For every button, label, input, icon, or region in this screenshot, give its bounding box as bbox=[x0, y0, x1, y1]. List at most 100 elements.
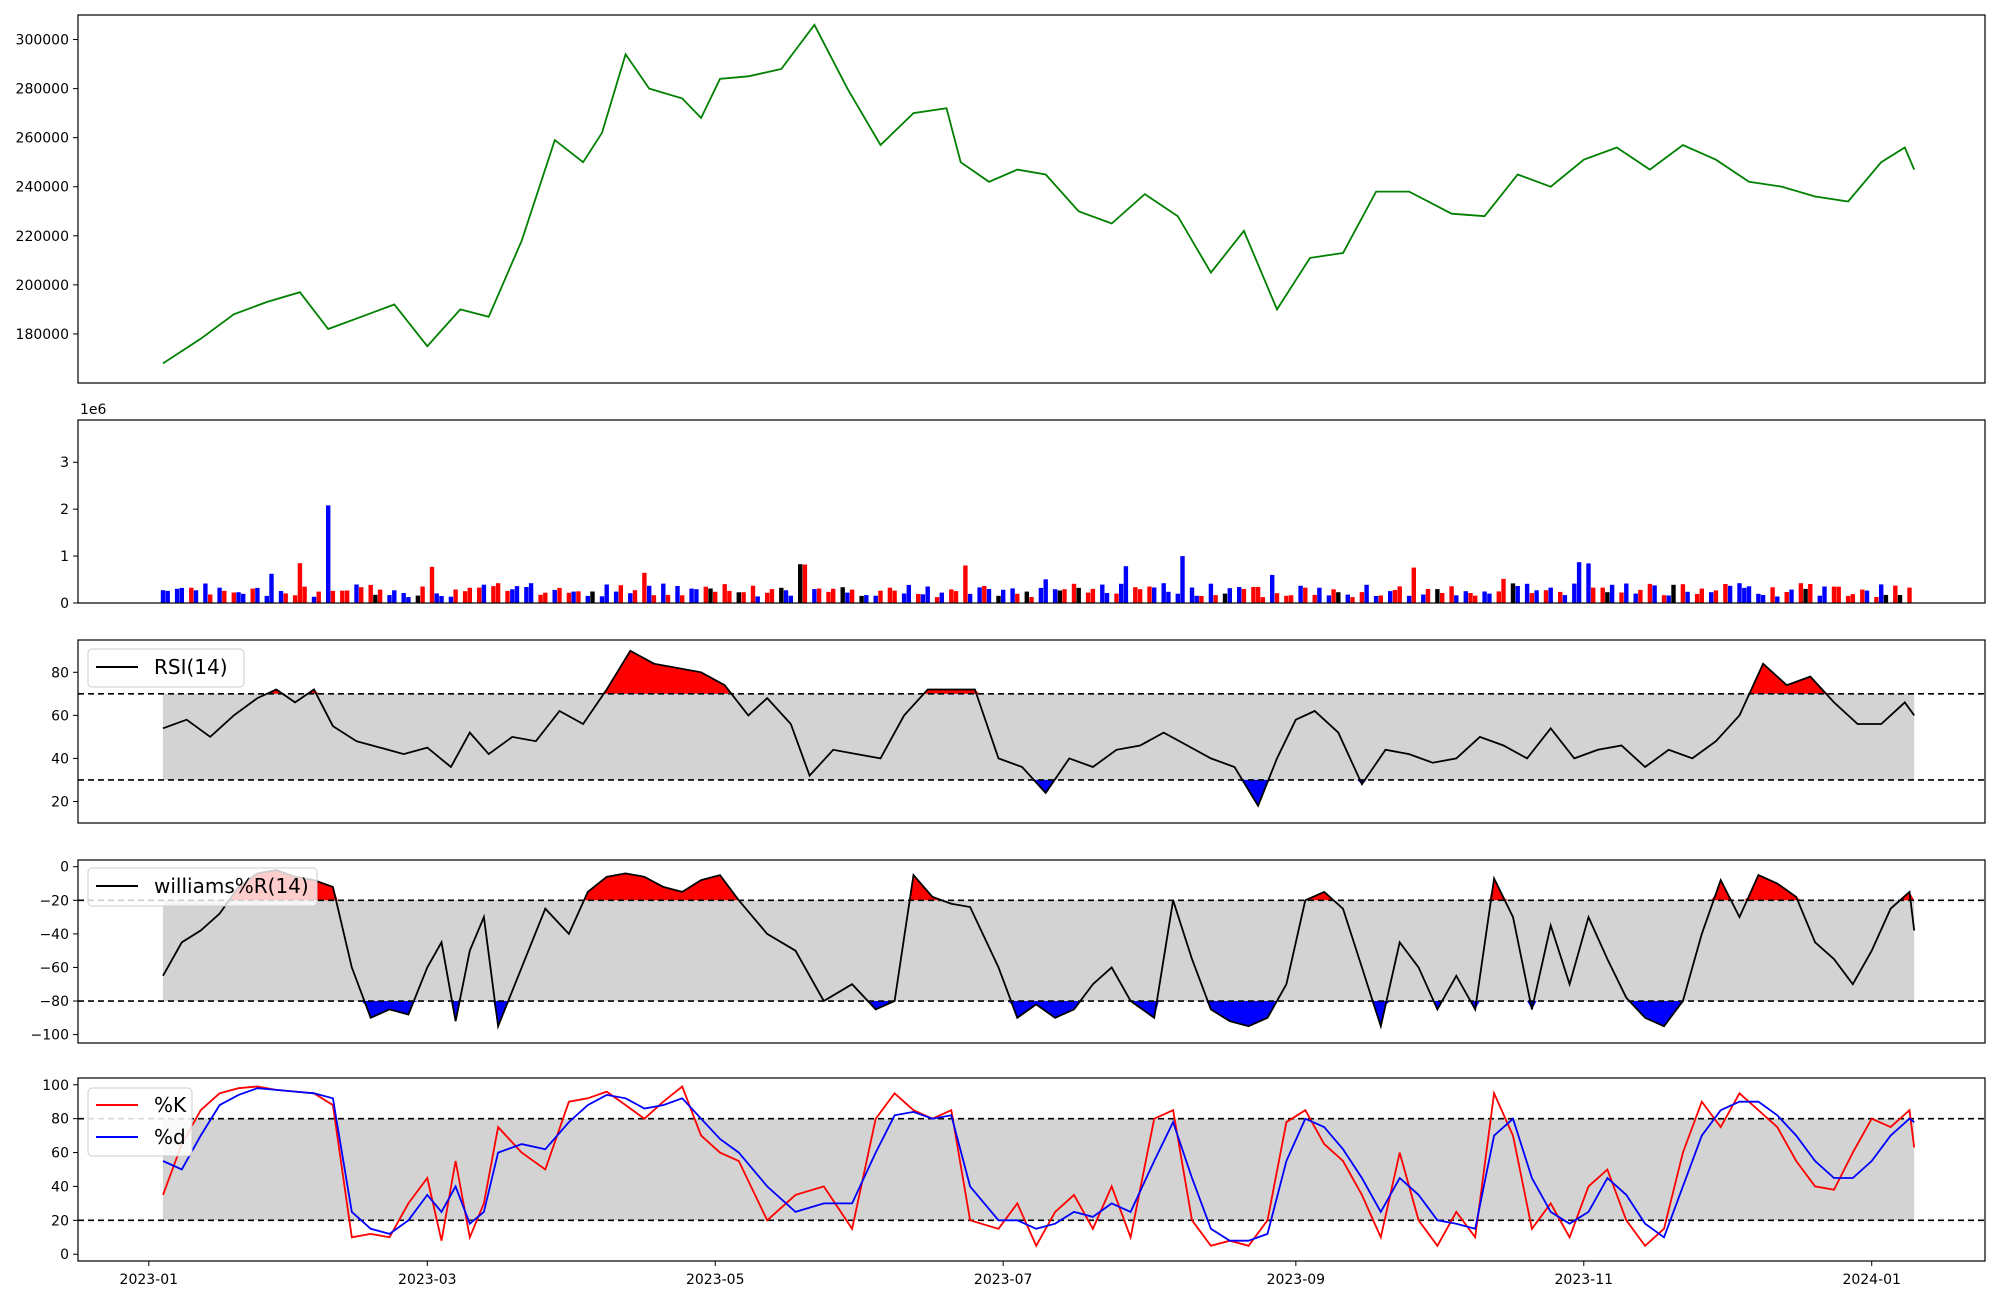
volume-bar bbox=[292, 595, 298, 603]
volume-bar bbox=[1487, 593, 1492, 603]
volume-bar bbox=[1883, 594, 1889, 603]
stochastic-ytick-label: 40 bbox=[51, 1179, 69, 1195]
volume-bar bbox=[1336, 592, 1341, 603]
volume-bar bbox=[1090, 588, 1096, 603]
volume-bar bbox=[439, 596, 444, 603]
volume-bar bbox=[481, 584, 487, 603]
rsi-panel-frame bbox=[77, 639, 1986, 824]
volume-bar bbox=[1166, 591, 1171, 603]
volume-bar bbox=[1161, 583, 1166, 603]
volume-bar bbox=[1836, 586, 1841, 603]
volume-bar bbox=[571, 591, 576, 603]
volume-bar bbox=[1638, 589, 1643, 603]
volume-bar bbox=[538, 594, 543, 603]
volume-bar bbox=[618, 585, 623, 603]
volume-bar bbox=[1591, 587, 1596, 603]
volume-bar bbox=[708, 588, 713, 603]
volume-y-axis: 0 1 2 3 bbox=[60, 455, 78, 612]
volume-bar bbox=[1392, 590, 1398, 603]
volume-bar bbox=[859, 595, 864, 603]
volume-bar bbox=[1241, 589, 1247, 603]
volume-bar bbox=[302, 586, 307, 603]
volume-bar bbox=[1260, 597, 1265, 603]
volume-bar bbox=[788, 595, 793, 603]
volume-bar bbox=[316, 591, 321, 603]
volume-bar bbox=[543, 592, 548, 603]
volume-bar bbox=[1057, 590, 1062, 603]
volume-bar bbox=[429, 566, 435, 603]
volume-bar bbox=[264, 595, 269, 603]
volume-bar bbox=[1737, 583, 1742, 603]
volume-bar bbox=[462, 591, 468, 603]
volume-bar bbox=[1784, 592, 1789, 603]
volume-bar bbox=[1312, 594, 1317, 603]
volume-bar bbox=[963, 565, 968, 603]
volume-bar bbox=[741, 592, 746, 603]
price-y-axis: 180000 200000 220000 240000 260000 280000 3000… bbox=[16, 33, 78, 343]
x-tick-label: 2023-01 bbox=[120, 1272, 179, 1288]
volume-bar bbox=[1723, 584, 1728, 603]
volume-bar bbox=[783, 590, 789, 603]
volume-bar bbox=[1208, 583, 1214, 603]
williams-ytick-label: −20 bbox=[39, 893, 69, 909]
volume-bar bbox=[392, 590, 397, 603]
volume-bar bbox=[599, 596, 605, 603]
volume-bar bbox=[1760, 595, 1766, 603]
volume-bar bbox=[1798, 583, 1804, 603]
rsi-plot-area bbox=[78, 649, 1985, 808]
volume-bar bbox=[1043, 579, 1048, 603]
volume-bar bbox=[1411, 567, 1416, 603]
volume-bar bbox=[849, 589, 855, 603]
volume-bar bbox=[278, 591, 284, 603]
volume-ytick-label: 3 bbox=[60, 455, 69, 471]
volume-bar bbox=[420, 586, 425, 603]
volume-bar bbox=[1850, 594, 1855, 603]
volume-bar bbox=[1496, 591, 1501, 603]
volume-bar bbox=[878, 590, 883, 603]
volume-bar bbox=[1633, 593, 1638, 603]
volume-bar bbox=[467, 587, 472, 603]
k-line bbox=[162, 1085, 1916, 1248]
x-tick-label: 2023-11 bbox=[1555, 1272, 1614, 1288]
volume-bar bbox=[1624, 583, 1629, 603]
volume-bar bbox=[368, 584, 373, 603]
volume-bar bbox=[269, 573, 274, 603]
volume-panel-frame bbox=[77, 419, 1986, 604]
volume-bar bbox=[1175, 593, 1180, 603]
volume-bar bbox=[160, 590, 166, 603]
volume-bar bbox=[1194, 595, 1199, 603]
volume-bar bbox=[1534, 590, 1539, 603]
volume-offset-label: 1e6 bbox=[80, 402, 107, 418]
williams-y-axis: 0 −20 −40 −60 −80 −100 bbox=[31, 860, 78, 1044]
volume-bar bbox=[1345, 594, 1350, 603]
d-line bbox=[162, 1087, 1915, 1242]
volume-bar bbox=[1586, 563, 1591, 603]
stochastic-y-axis: 0 20 40 60 80 100 bbox=[42, 1078, 78, 1263]
volume-bar bbox=[1388, 591, 1393, 603]
volume-bar bbox=[977, 587, 982, 603]
volume-bar bbox=[1727, 585, 1733, 603]
volume-bar bbox=[1709, 592, 1714, 603]
volume-bar bbox=[495, 583, 501, 603]
volume-bar bbox=[1421, 594, 1426, 603]
volume-bar bbox=[1652, 585, 1657, 603]
volume-bar bbox=[864, 595, 869, 603]
volume-bar bbox=[510, 589, 515, 603]
stochastic-ytick-label: 80 bbox=[51, 1112, 69, 1128]
volume-bar bbox=[373, 594, 378, 603]
volume-bar bbox=[174, 588, 180, 603]
volume-bar bbox=[406, 597, 411, 603]
volume-bar bbox=[934, 597, 940, 603]
rsi-ytick-label: 60 bbox=[51, 708, 69, 724]
volume-bar bbox=[1303, 587, 1308, 603]
williams-legend-box bbox=[87, 867, 318, 907]
volume-bar bbox=[434, 593, 439, 603]
volume-bar bbox=[1152, 587, 1157, 603]
volume-bar bbox=[1713, 590, 1719, 603]
volume-bar bbox=[632, 590, 638, 603]
williams-ytick-label: −40 bbox=[39, 927, 69, 943]
volume-bar bbox=[1543, 590, 1549, 603]
rsi-band-fill bbox=[162, 693, 1915, 780]
x-tick-label: 2023-09 bbox=[1267, 1272, 1326, 1288]
volume-bar bbox=[1284, 595, 1289, 603]
